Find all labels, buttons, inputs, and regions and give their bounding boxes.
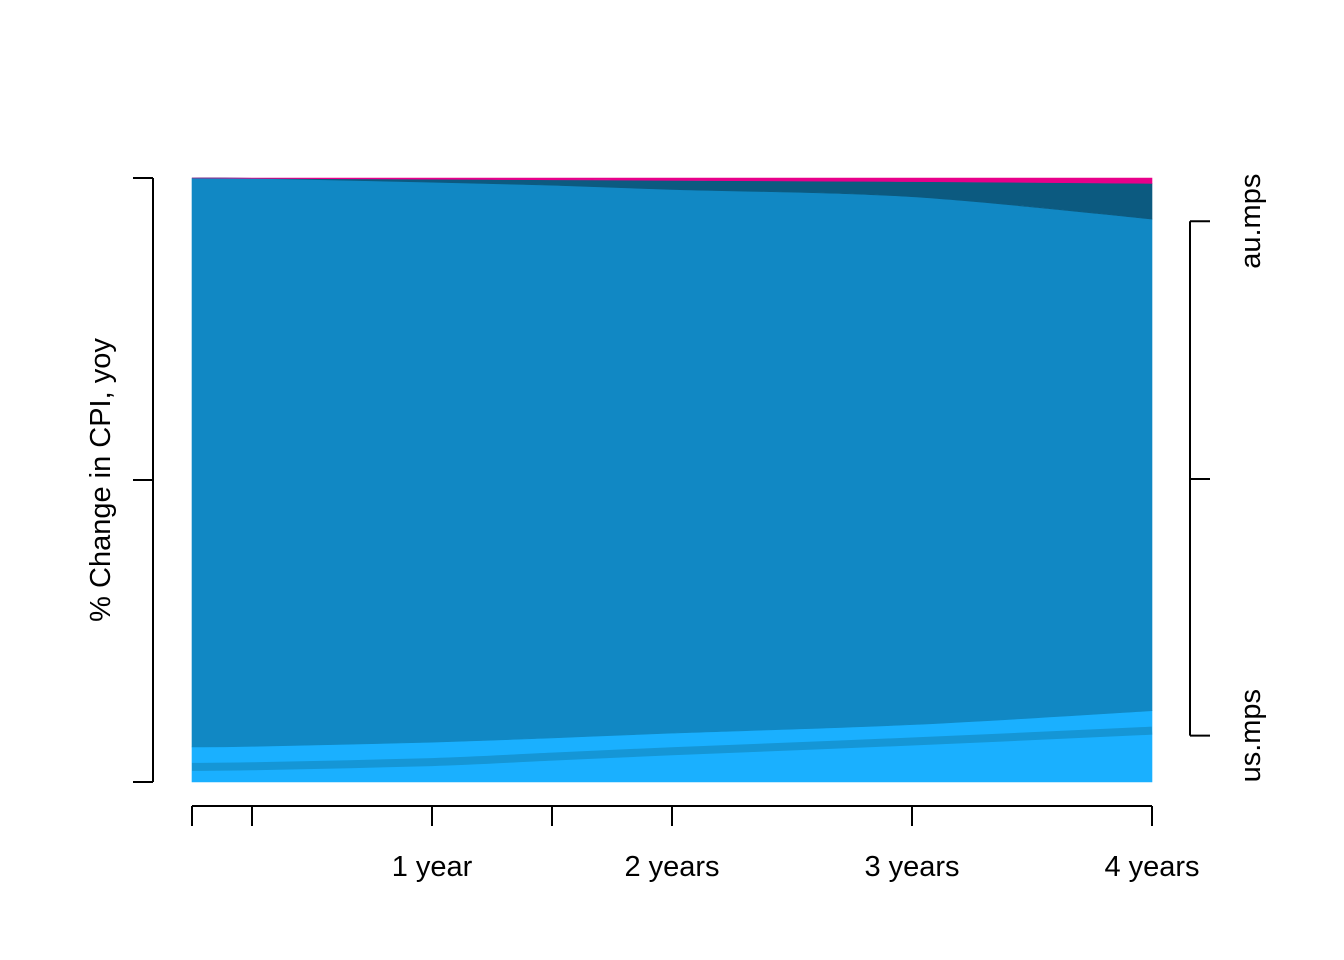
area-band-2 [191, 177, 1153, 748]
right-axis-tick-label: us.mps [1235, 689, 1267, 782]
right-axis-tick-label: au.mps [1235, 174, 1267, 269]
left-y-axis [133, 177, 154, 783]
right-y-axis: us.mps au.mps [1189, 174, 1267, 782]
x-axis-tick-label: 4 years [1104, 851, 1199, 883]
area-bands [191, 177, 1153, 783]
inner-line [191, 726, 1153, 771]
y-axis-title: % Change in CPI, yoy [85, 338, 117, 622]
inner-lines [191, 726, 1153, 771]
x-axis-tick-label: 3 years [864, 851, 959, 883]
x-axis-tick-label: 2 years [624, 851, 719, 883]
x-axis: 1 year 2 years 3 years 4 years [191, 805, 1200, 883]
area-band-4 [191, 177, 1153, 184]
x-axis-tick-label: 1 year [392, 851, 473, 883]
